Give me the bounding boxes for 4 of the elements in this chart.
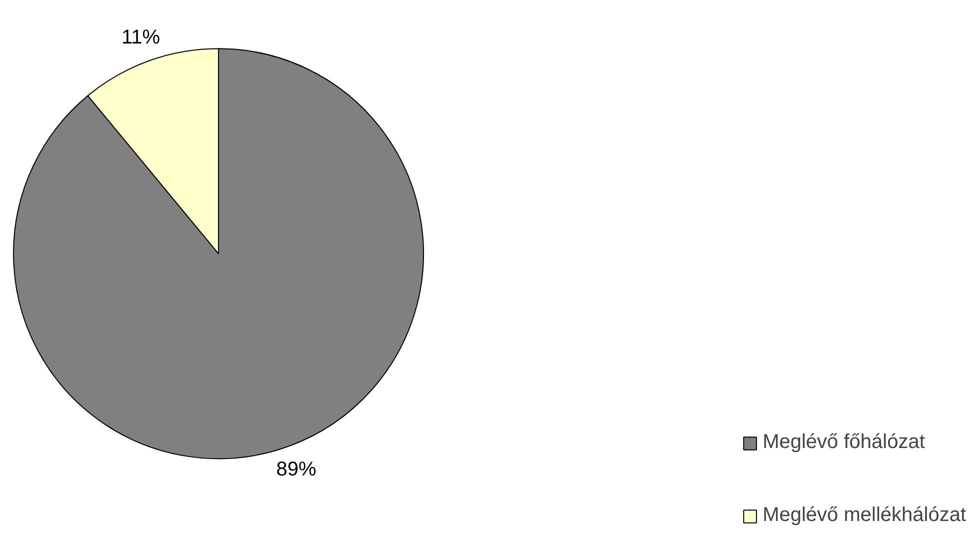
data-label: 89%	[276, 458, 317, 481]
data-label: 11%	[121, 26, 160, 49]
legend-label: Meglévő főhálózat	[762, 431, 925, 454]
legend-label: Meglévő mellékhálózat	[762, 504, 966, 527]
